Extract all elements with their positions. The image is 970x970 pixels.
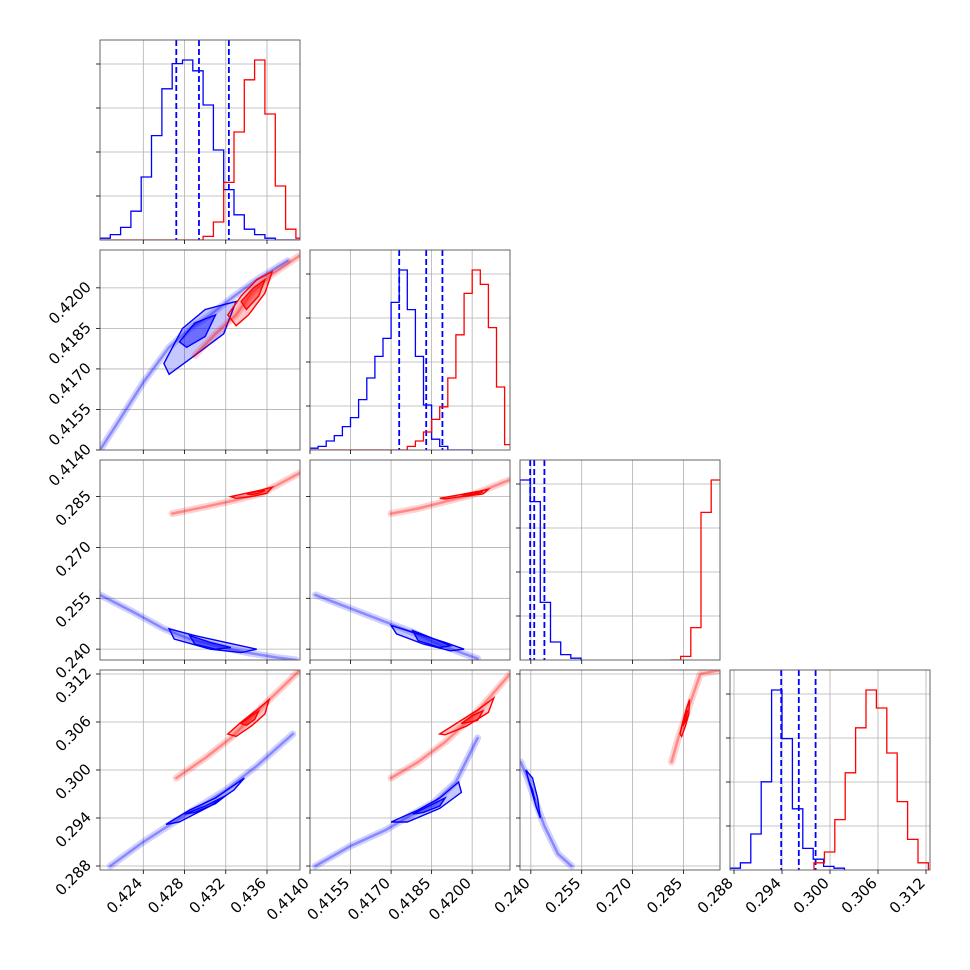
y-tick-label: 0.300 bbox=[52, 760, 95, 803]
contour-level-0 bbox=[165, 777, 245, 826]
contour-level-1 bbox=[188, 634, 232, 650]
x-tick-label: 0.306 bbox=[838, 874, 881, 917]
panel-2-1 bbox=[306, 459, 511, 664]
panel-content bbox=[100, 40, 300, 240]
histogram-series-1 bbox=[310, 269, 510, 450]
sample-cloud-core-1 bbox=[175, 670, 300, 780]
contour-level-0 bbox=[226, 270, 274, 327]
panel-frame bbox=[99, 459, 301, 661]
panel-content bbox=[310, 460, 510, 660]
contour-level-0 bbox=[390, 780, 463, 823]
panel-content bbox=[520, 670, 720, 870]
sample-cloud-core-0 bbox=[314, 736, 479, 868]
histogram-series-0 bbox=[730, 689, 846, 870]
x-tick-label: 0.288 bbox=[694, 874, 737, 917]
contour-level-1 bbox=[246, 489, 266, 496]
contour-level-1 bbox=[460, 709, 485, 725]
panel-1-1 bbox=[306, 249, 511, 454]
sample-cloud-core-0 bbox=[100, 593, 298, 660]
histogram-series-1 bbox=[670, 479, 720, 660]
panel-frame bbox=[99, 39, 301, 241]
x-tick-label: 0.312 bbox=[886, 874, 929, 917]
contour-level-1 bbox=[412, 796, 448, 815]
sample-cloud-0 bbox=[311, 734, 482, 870]
sample-cloud-core-1 bbox=[389, 672, 510, 780]
sample-cloud-core-1 bbox=[170, 471, 300, 515]
y-tick-label: 0.306 bbox=[52, 712, 95, 755]
panel-3-3: 0.288 0.294 0.300 0.306 0.312 bbox=[694, 669, 931, 917]
x-tick-label: 0.4140 bbox=[263, 874, 313, 924]
sample-cloud-1 bbox=[172, 670, 300, 782]
x-tick-label: 0.4155 bbox=[304, 874, 354, 924]
sample-cloud-1 bbox=[168, 469, 300, 518]
panel-0-0 bbox=[96, 39, 301, 244]
sample-cloud-1 bbox=[191, 251, 300, 359]
contour-level-0 bbox=[167, 627, 257, 654]
y-tick-label: 0.4185 bbox=[45, 318, 95, 368]
y-tick-label: 0.4140 bbox=[45, 440, 95, 490]
x-tick-label: 0.428 bbox=[144, 874, 187, 917]
sample-cloud-1 bbox=[387, 670, 510, 782]
panel-content bbox=[310, 250, 510, 450]
x-tick-label: 0.4185 bbox=[385, 874, 435, 924]
contour-level-1 bbox=[461, 491, 484, 496]
y-tick-label: 0.255 bbox=[52, 588, 95, 631]
contour-level-1 bbox=[411, 629, 454, 649]
panel-frame bbox=[99, 249, 301, 451]
panel-frame bbox=[309, 459, 511, 661]
y-tick-label: 0.285 bbox=[52, 487, 95, 530]
sample-cloud-0 bbox=[100, 591, 300, 660]
panel-content bbox=[730, 670, 930, 870]
histogram-series-0 bbox=[100, 59, 300, 240]
panel-2-2 bbox=[516, 459, 721, 664]
panel-content bbox=[100, 670, 300, 870]
y-tick-label: 0.4170 bbox=[45, 359, 95, 409]
sample-cloud-0 bbox=[106, 730, 297, 870]
y-tick-label: 0.4155 bbox=[45, 400, 95, 450]
contour-level-0 bbox=[437, 696, 496, 736]
x-tick-label: 0.285 bbox=[643, 874, 686, 917]
x-tick-label: 0.4170 bbox=[344, 874, 394, 924]
histogram-series-0 bbox=[520, 479, 582, 660]
x-tick-label: 0.4200 bbox=[425, 874, 475, 924]
x-tick-label: 0.240 bbox=[491, 874, 534, 917]
y-tick-label: 0.270 bbox=[52, 538, 95, 581]
x-tick-label: 0.294 bbox=[742, 874, 785, 917]
contour-level-1 bbox=[239, 708, 261, 726]
panel-3-2: 0.240 0.255 0.270 0.285 bbox=[491, 669, 721, 917]
contour-level-1 bbox=[178, 313, 217, 349]
x-tick-label: 0.270 bbox=[592, 874, 635, 917]
panel-frame bbox=[519, 459, 721, 661]
histogram-series-1 bbox=[100, 59, 300, 240]
contour-level-1 bbox=[528, 781, 536, 801]
sample-cloud-core-0 bbox=[109, 732, 295, 868]
panel-frame bbox=[309, 249, 511, 451]
x-tick-label: 0.300 bbox=[790, 874, 833, 917]
panel-content bbox=[100, 250, 300, 450]
y-tick-label: 0.294 bbox=[52, 808, 95, 851]
panel-content bbox=[310, 670, 510, 870]
contour-level-1 bbox=[682, 709, 689, 727]
histogram-series-1 bbox=[813, 689, 930, 870]
y-tick-label: 0.288 bbox=[52, 856, 95, 899]
panel-3-0: 0.4240.4280.4320.4360.2880.2940.3000.306… bbox=[52, 664, 301, 917]
histogram-series-0 bbox=[310, 269, 473, 450]
x-tick-label: 0.432 bbox=[186, 874, 229, 917]
panel-content bbox=[520, 460, 720, 660]
panel-content bbox=[100, 460, 300, 660]
sample-cloud-core-1 bbox=[193, 254, 300, 357]
y-tick-label: 0.4200 bbox=[45, 278, 95, 328]
contour-level-1 bbox=[240, 277, 267, 311]
x-tick-label: 0.255 bbox=[541, 874, 584, 917]
x-tick-label: 0.424 bbox=[103, 874, 146, 917]
contour-level-1 bbox=[184, 794, 227, 815]
